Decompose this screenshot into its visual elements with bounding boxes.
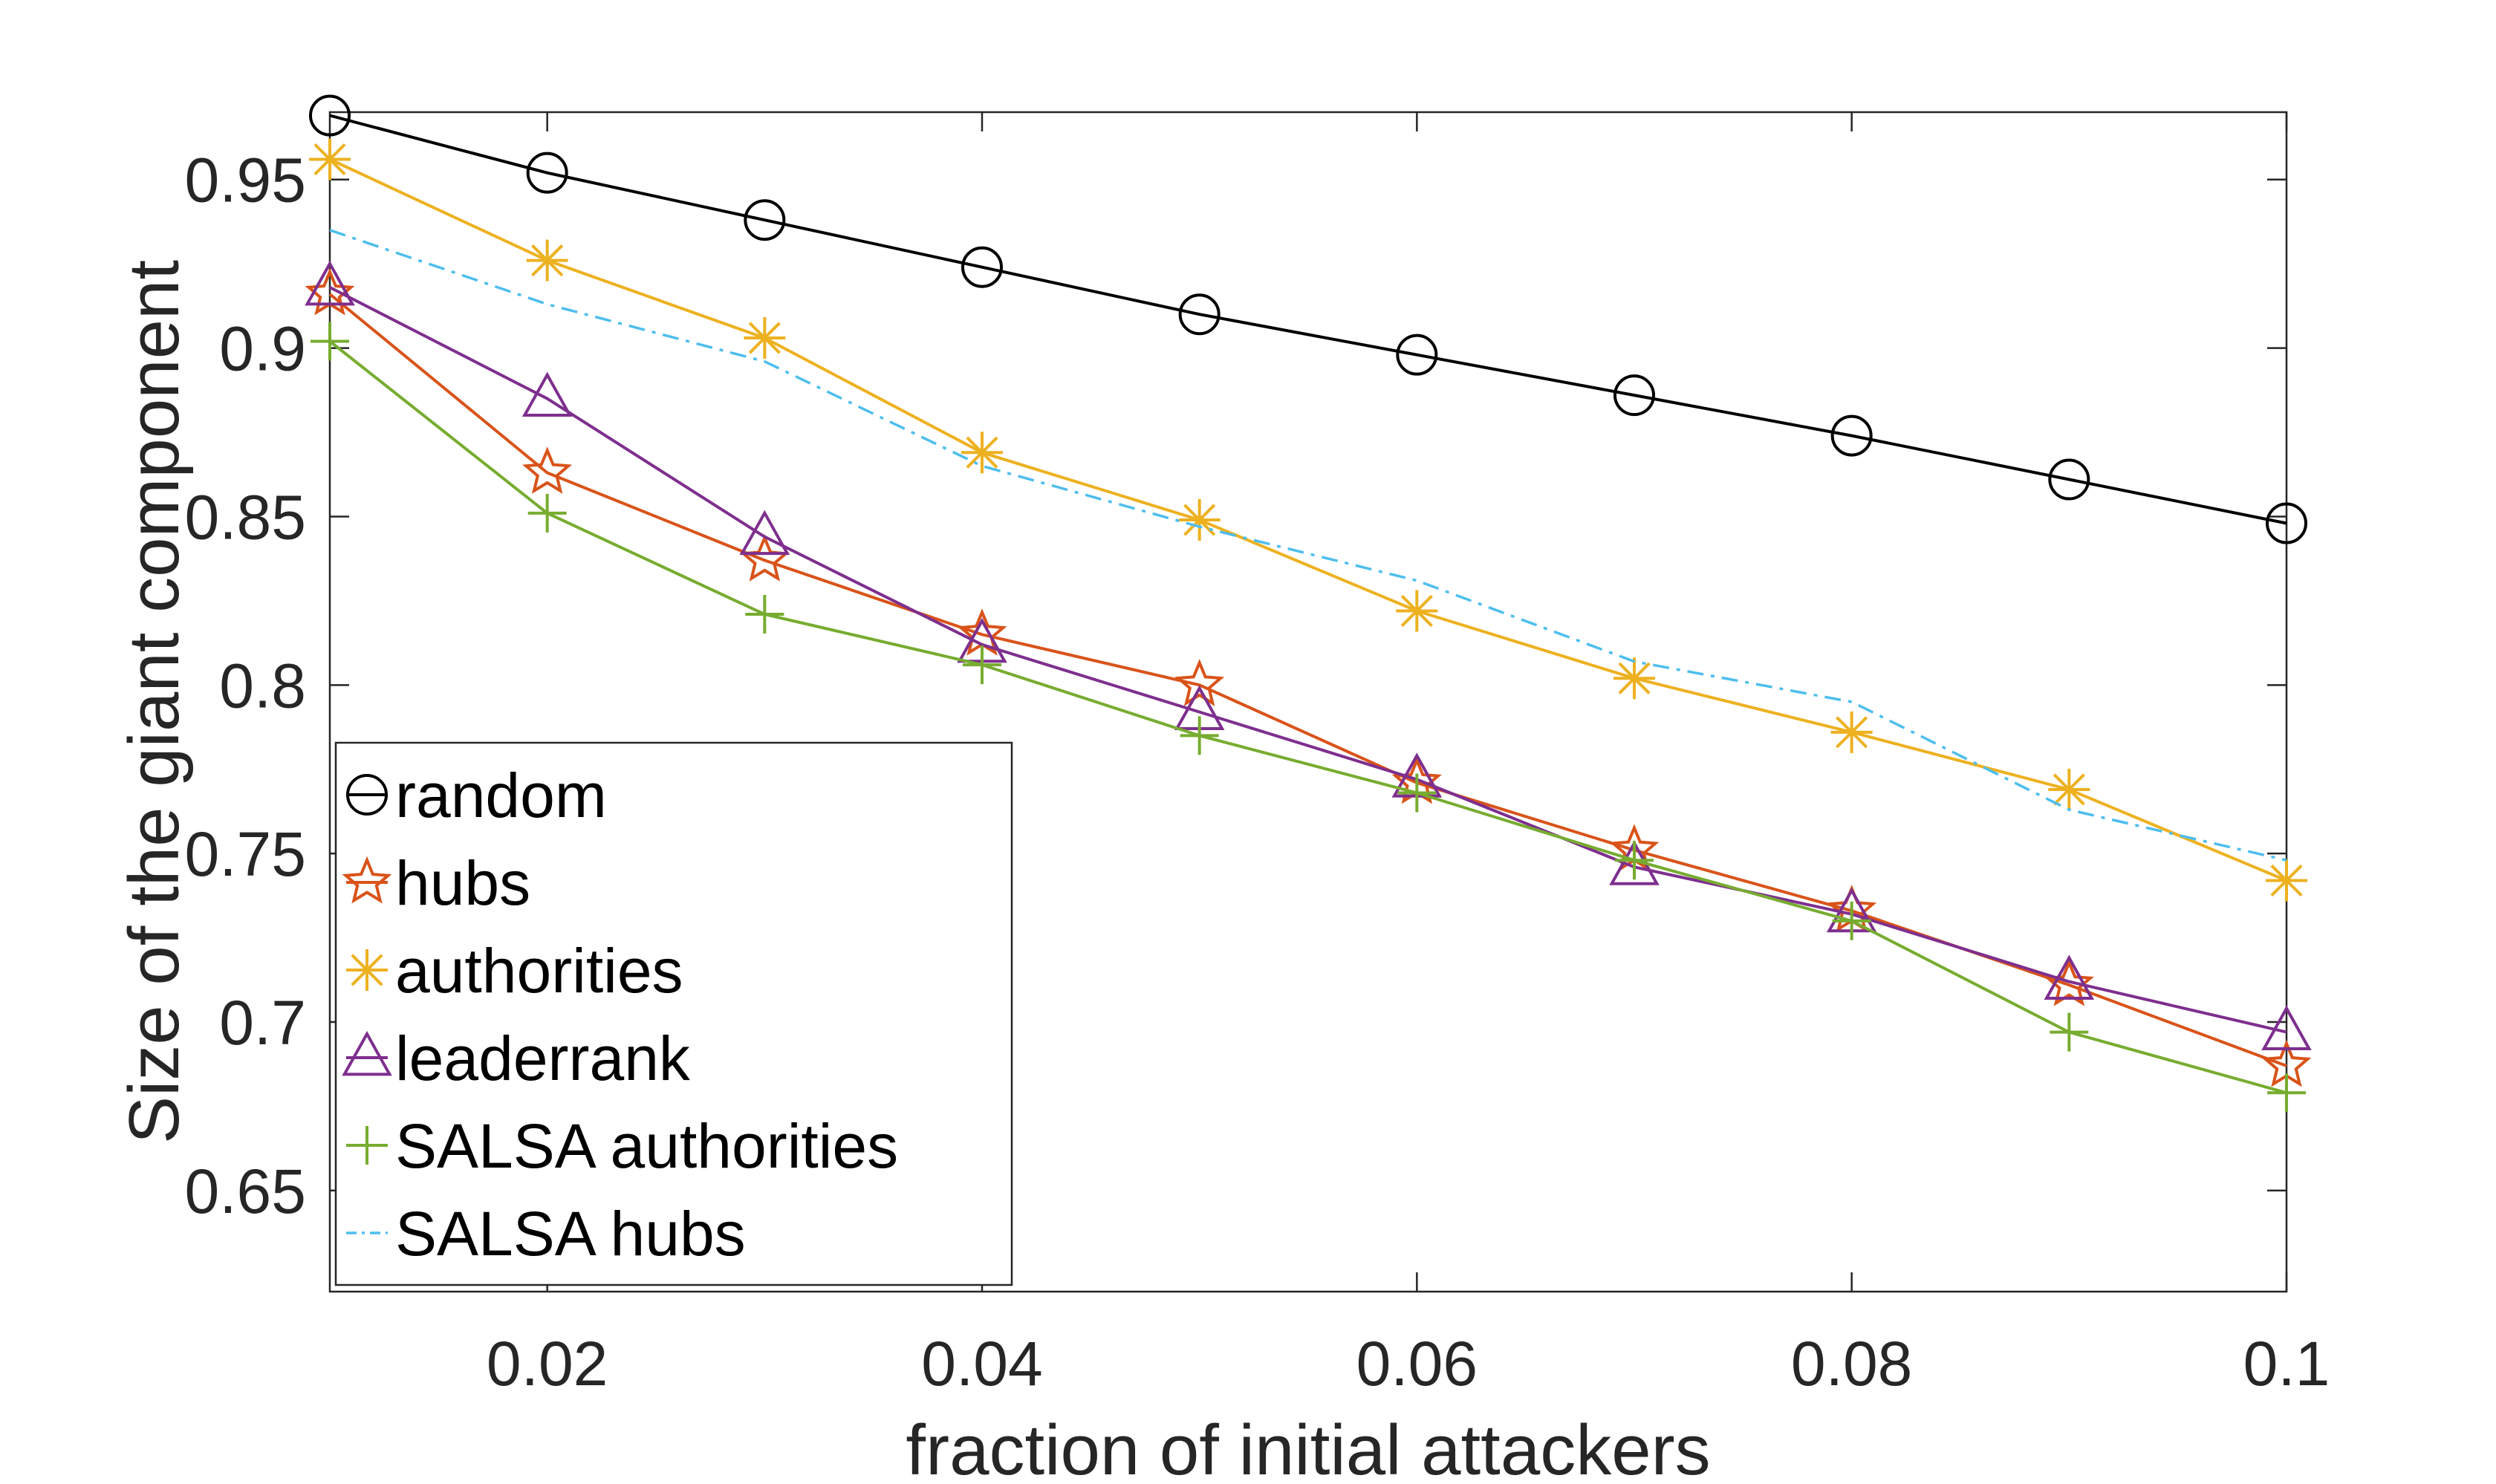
x-tick-label: 0.04 xyxy=(921,1329,1043,1399)
data-point-leaderrank xyxy=(2044,954,2095,1000)
x-tick-label: 0.08 xyxy=(1791,1329,1913,1399)
data-point-authorities xyxy=(961,432,1003,474)
series-authorities xyxy=(309,138,2307,902)
series-line-salsa-authorities xyxy=(328,339,2287,1095)
data-point-salsa-authorities xyxy=(1615,841,1654,880)
data-point-authorities xyxy=(526,239,568,281)
legend-item-salsa-authorities: SALSA authorities xyxy=(346,1111,898,1181)
data-point-random xyxy=(961,246,1003,288)
legend: random hubs authorities leaderrank SALSA aut… xyxy=(334,741,1013,1286)
y-tick-label: 0.95 xyxy=(185,146,307,215)
data-point-random xyxy=(526,152,568,194)
data-point-salsa-authorities xyxy=(311,322,349,361)
y-tick-label: 0.8 xyxy=(219,651,306,720)
data-point-authorities xyxy=(1178,498,1221,541)
y-tick-label: 0.7 xyxy=(219,988,306,1058)
legend-label: random xyxy=(395,761,607,830)
data-point-salsa-authorities xyxy=(1832,901,1871,940)
y-tick-label: 0.75 xyxy=(185,819,307,889)
legend-item-authorities: authorities xyxy=(346,936,683,1006)
data-point-random xyxy=(1396,333,1438,376)
x-tick-label: 0.06 xyxy=(1356,1329,1478,1399)
series-layer xyxy=(305,94,2312,1113)
data-point-salsa-authorities xyxy=(1397,773,1437,813)
series-line-salsa-hubs xyxy=(329,229,2287,862)
legend-item-leaderrank: leaderrank xyxy=(342,1023,691,1093)
data-point-random xyxy=(1178,293,1221,336)
data-point-authorities xyxy=(309,138,351,180)
series-line-random xyxy=(329,114,2287,525)
data-point-random xyxy=(1613,374,1655,417)
data-point-authorities xyxy=(1830,711,1873,753)
x-tick-label: 0.1 xyxy=(2243,1329,2330,1399)
data-point-random xyxy=(1830,414,1873,457)
legend-marker xyxy=(346,774,388,816)
data-point-authorities xyxy=(1396,590,1438,632)
data-point-leaderrank xyxy=(739,510,790,556)
legend-label: SALSA authorities xyxy=(395,1111,898,1181)
data-point-salsa-authorities xyxy=(2267,1073,2306,1113)
data-point-random xyxy=(2048,458,2090,501)
data-point-salsa-authorities xyxy=(527,493,567,533)
legend-label: hubs xyxy=(395,848,530,918)
data-point-authorities xyxy=(1613,657,1655,700)
series-line-leaderrank xyxy=(329,286,2287,1034)
series-line-authorities xyxy=(329,157,2287,882)
data-point-leaderrank xyxy=(305,260,355,306)
series-salsa-hubs xyxy=(329,229,2287,862)
y-tick-label: 0.9 xyxy=(219,314,306,384)
legend-marker xyxy=(342,856,392,904)
legend-marker xyxy=(348,1126,386,1165)
x-tick-label: 0.02 xyxy=(487,1329,608,1399)
legend-box xyxy=(334,741,1013,1286)
data-point-leaderrank xyxy=(2261,1005,2312,1051)
data-point-random xyxy=(744,199,786,241)
legend-marker xyxy=(342,1030,392,1076)
legend-item-hubs: hubs xyxy=(342,848,530,918)
legend-label: authorities xyxy=(395,936,683,1006)
legend-marker xyxy=(346,949,388,991)
y-axis-title: Size of the giant component xyxy=(114,260,194,1144)
data-point-salsa-authorities xyxy=(745,595,784,634)
data-point-leaderrank xyxy=(521,371,573,417)
data-point-hubs xyxy=(1174,659,1225,706)
data-point-hubs xyxy=(522,446,573,494)
data-point-random xyxy=(2266,502,2307,544)
legend-label: SALSA hubs xyxy=(395,1199,746,1269)
legend-item-salsa-hubs: SALSA hubs xyxy=(346,1199,746,1269)
series-salsa-authorities xyxy=(311,322,2306,1113)
legend-item-random: random xyxy=(346,761,607,830)
ticks: 0.02 0.04 0.06 0.08 0.1 0.65 0.7 0.75 0.8 0.85 0.9… xyxy=(185,112,2330,1399)
data-point-random xyxy=(309,94,351,137)
x-axis-title: fraction of initial attackers xyxy=(906,1410,1710,1484)
data-point-authorities xyxy=(2266,859,2307,902)
series-random xyxy=(309,94,2307,544)
data-point-salsa-authorities xyxy=(1180,716,1219,755)
legend-label: leaderrank xyxy=(395,1023,691,1093)
data-point-authorities xyxy=(2048,768,2090,810)
data-point-salsa-authorities xyxy=(963,645,1001,685)
data-point-authorities xyxy=(744,316,786,359)
y-tick-label: 0.85 xyxy=(185,482,307,552)
data-point-salsa-authorities xyxy=(2050,1012,2089,1052)
y-tick-label: 0.65 xyxy=(185,1156,307,1226)
